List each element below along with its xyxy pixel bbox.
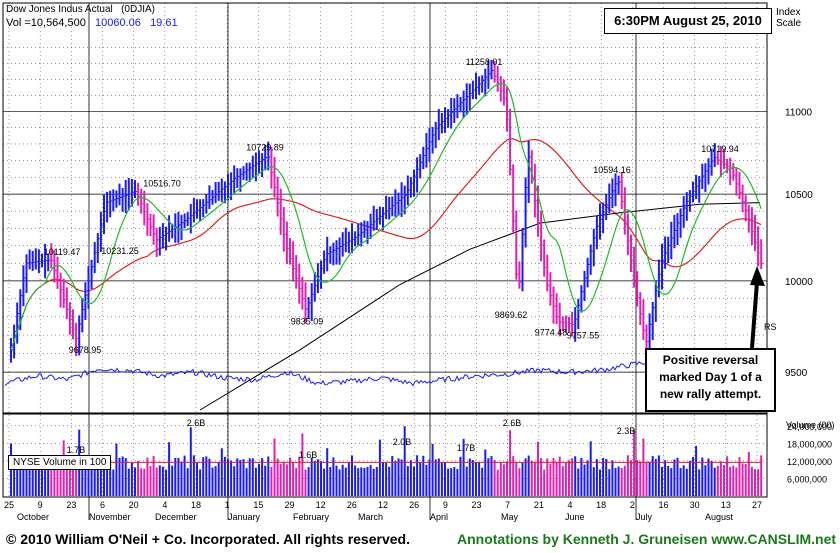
- index-name: Dow Jones Indus Actual: [6, 4, 113, 15]
- date-tick-label: 29: [284, 500, 294, 510]
- volume-callout: 1.7B: [457, 443, 476, 453]
- price-pivot-label: 10594.16: [593, 165, 631, 175]
- date-tick-label: 4: [567, 500, 572, 510]
- price-panel-frame: [2, 2, 768, 414]
- annotation-line-3: new rally attempt.: [659, 387, 762, 401]
- date-tick-label: 1: [225, 500, 230, 510]
- annotation-line-2: marked Day 1 of a: [659, 370, 762, 384]
- date-tick-label: 30: [690, 500, 700, 510]
- rs-line-path: [4, 354, 758, 387]
- last-price: 10060.06: [95, 17, 141, 29]
- copyright-text: © 2010 William O'Neil + Co. Incorporated…: [6, 531, 410, 547]
- date-tick-label: 26: [347, 500, 357, 510]
- volume-panel-frame: [2, 413, 768, 498]
- header-info-box: Dow Jones Indus Actual (0DJIA) Vol =10,5…: [3, 3, 188, 33]
- date-tick-label: 25: [4, 500, 14, 510]
- date-tick-label: 16: [658, 500, 668, 510]
- date-tick-label: 27: [752, 500, 762, 510]
- volume-callout: 2.0B: [393, 437, 412, 447]
- date-tick-label: 12: [378, 500, 388, 510]
- volume-callout: 2.6B: [503, 418, 522, 428]
- date-tick-label: 23: [471, 500, 481, 510]
- date-tick-label: 26: [409, 500, 419, 510]
- date-tick-label: 18: [191, 500, 201, 510]
- price-pivot-label: 10719.94: [701, 144, 739, 154]
- date-tick-label: 7: [505, 500, 510, 510]
- annotation-callout: Positive reversal marked Day 1 of a new …: [645, 348, 776, 412]
- date-tick-label: 13: [721, 500, 731, 510]
- volume-label-text: NYSE Volume in 100: [13, 457, 107, 468]
- symbol: (0DJIA): [121, 4, 155, 15]
- price-tick-label: 10500: [785, 190, 813, 201]
- price-pivot-label: 10729.89: [246, 143, 284, 153]
- annotation-arrow: [750, 266, 765, 349]
- date-tick-label: 21: [534, 500, 544, 510]
- date-tick-label: 20: [129, 500, 139, 510]
- volume-tick-label: 6,000,000: [787, 474, 827, 484]
- price-tick-label: 11000: [785, 107, 813, 118]
- date-tick-label: 9: [38, 500, 43, 510]
- volume-panel-label: NYSE Volume in 100: [8, 455, 112, 470]
- volume-tick-label: 18,000,000: [787, 439, 832, 449]
- month-label: February: [293, 512, 330, 522]
- date-tick-label: 12: [316, 500, 326, 510]
- ma-red-line: [10, 138, 762, 350]
- moving-average-50: [10, 83, 762, 350]
- date-tick-label: 18: [596, 500, 606, 510]
- price-pivot-label: 10516.70: [143, 178, 181, 188]
- date-tick-label: 2: [630, 500, 635, 510]
- date-tick-label: 23: [66, 500, 76, 510]
- price-pivot-label: 9678.95: [69, 345, 102, 355]
- annotation-line-1: Positive reversal: [662, 353, 759, 367]
- month-label: June: [565, 512, 585, 522]
- price-tick-label: 9500: [785, 368, 808, 379]
- volume-callout: 1.7B: [67, 445, 86, 455]
- date-tick-label: 15: [253, 500, 263, 510]
- volume-axis-title: Volume (00): [786, 420, 835, 430]
- date-tick-label: 6: [100, 500, 105, 510]
- volume-callout: 2.6B: [187, 418, 206, 428]
- timestamp-box: 6:30PM August 25, 2010: [604, 8, 772, 34]
- month-label: March: [358, 512, 383, 522]
- month-label: November: [89, 512, 131, 522]
- price-pivot-label: 9869.62: [495, 310, 528, 320]
- month-label: July: [636, 512, 653, 522]
- price-pivot-label: 9757.55: [567, 331, 600, 341]
- timestamp: 6:30PM August 25, 2010: [614, 13, 762, 28]
- month-label: May: [501, 512, 519, 522]
- month-label: December: [155, 512, 197, 522]
- index-scale-label: Index Scale: [776, 7, 801, 29]
- volume-tick-label: 24,000,000: [787, 422, 832, 432]
- price-labels: 10119.47 9678.95 10516.70 10231.25 10729.89 9…: [44, 57, 739, 355]
- ma50-line: [10, 83, 762, 350]
- price-pivot-label: 10231.25: [101, 246, 139, 256]
- rs-line: RS: [4, 322, 777, 387]
- month-label: April: [430, 512, 448, 522]
- price-pivot-label: 9835.09: [291, 316, 324, 326]
- scale-label-index: Index: [776, 7, 801, 18]
- credit-text: Annotations by Kenneth J. Gruneisen www.…: [457, 531, 837, 547]
- date-tick-label: 9: [443, 500, 448, 510]
- month-label: October: [17, 512, 49, 522]
- volume-tick-label: 12,000,000: [787, 457, 832, 467]
- price-pivot-label: 9774.48: [535, 327, 568, 337]
- volume-callout: 2.3B: [617, 426, 636, 436]
- volume-readout: Vol =10,564,500: [6, 17, 86, 29]
- volume-bars: 1.7B 2.6B 1.6B 2.0B 1.7B 2.6B 2.3B: [10, 418, 763, 496]
- volume-callout: 1.6B: [299, 450, 318, 460]
- month-label: January: [228, 512, 261, 522]
- price-pivot-label: 11258.01: [466, 57, 503, 67]
- date-tick-label: 4: [162, 500, 167, 510]
- scale-label-scale: Scale: [776, 18, 802, 29]
- price-pivot-label: 10119.47: [44, 247, 81, 257]
- rs-label: RS: [764, 322, 777, 332]
- month-label: August: [705, 512, 734, 522]
- price-tick-label: 10000: [785, 277, 813, 288]
- price-change: 19.61: [150, 17, 178, 29]
